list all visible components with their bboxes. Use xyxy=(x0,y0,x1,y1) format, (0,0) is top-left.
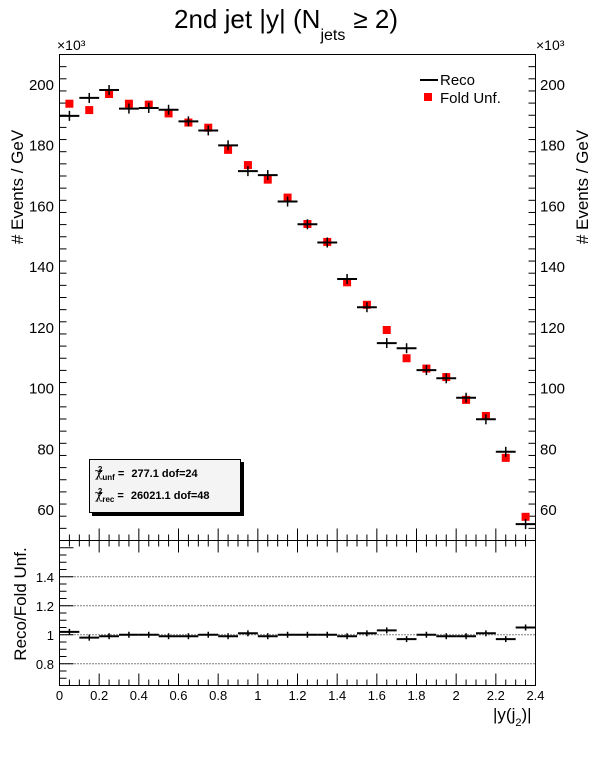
ratio-y-tick-label: 1.4 xyxy=(36,570,54,585)
chi-rec-value: 26021.1 dof=48 xyxy=(130,490,210,502)
x-tick-label: 2.2 xyxy=(487,688,505,703)
y-tick-label-left: 120 xyxy=(29,320,54,337)
chi-symbol: χ xyxy=(95,488,103,503)
axis-ticks xyxy=(59,54,536,686)
y-tick-label-right: 60 xyxy=(540,502,557,519)
fold-unf-point xyxy=(243,161,252,170)
y-axis-label-right: # Events / GeV xyxy=(573,129,592,244)
y-tick-label-left: 200 xyxy=(29,77,54,94)
data-marks xyxy=(59,85,536,643)
chi-rec-line: χ2rec = 26021.1 dof=48 xyxy=(95,487,210,504)
fold-unf-point xyxy=(85,106,94,115)
legend-reco-label: Reco xyxy=(440,72,475,89)
fold-unf-point xyxy=(65,99,74,108)
x-tick-label: 2 xyxy=(453,688,460,703)
y-tick-label-left: 80 xyxy=(37,441,54,458)
x-tick-label: 0.4 xyxy=(130,688,148,703)
chi-unf-line: χ2unf = 277.1 dof=24 xyxy=(95,465,198,482)
y-axis-label-left: # Events / GeV xyxy=(8,129,27,244)
legend: Reco Fold Unf. xyxy=(420,72,501,107)
x-tick-label: 0 xyxy=(56,688,63,703)
fold-unf-point xyxy=(402,354,411,363)
chi-symbol: χ xyxy=(95,466,103,481)
chi-unf-value: 277.1 dof=24 xyxy=(131,468,198,480)
y-tick-label-right: 140 xyxy=(540,259,565,276)
y-tick-label-left: 60 xyxy=(37,502,54,519)
ratio-y-axis-label: Reco/Fold Unf. xyxy=(11,547,30,660)
chi-superscript: 2 xyxy=(97,487,103,496)
y-tick-label-right: 180 xyxy=(540,138,565,155)
chi-rec-subscript: rec xyxy=(102,495,115,504)
x-tick-label: 1.4 xyxy=(328,688,346,703)
x-tick-label: 2.4 xyxy=(526,688,544,703)
ratio-gridlines xyxy=(59,576,536,665)
tick-labels: 0 0.2 0.4 0.6 0.8 1 1.2 1.4 1.6 1.8 2 2.2 2.4 60 60 80 8… xyxy=(29,77,565,703)
x-tick-label: 1.8 xyxy=(407,688,425,703)
y-tick-label-right: 200 xyxy=(540,77,565,94)
y-tick-label-left: 100 xyxy=(29,381,54,398)
ratio-y-tick-label: 1 xyxy=(47,628,54,643)
y-tick-label-right: 100 xyxy=(540,381,565,398)
legend-fold-label: Fold Unf. xyxy=(440,90,501,107)
y-multiplier-right: ×10³ xyxy=(536,37,565,53)
x-tick-label: 0.2 xyxy=(90,688,108,703)
y-tick-label-right: 80 xyxy=(540,441,557,458)
y-tick-label-right: 120 xyxy=(540,320,565,337)
chi-square-box: χ2unf = 277.1 dof=24 χ2rec = 26021.1 dof… xyxy=(89,459,241,513)
chi-superscript: 2 xyxy=(97,465,103,474)
ratio-y-tick-label: 0.8 xyxy=(36,657,54,672)
x-tick-label: 1.6 xyxy=(368,688,386,703)
y-tick-label-left: 160 xyxy=(29,198,54,215)
chi-unf-subscript: unf xyxy=(102,473,115,482)
ratio-y-tick-label: 1.2 xyxy=(36,599,54,614)
x-tick-label: 0.8 xyxy=(209,688,227,703)
x-axis-label: |y(j2)| xyxy=(493,705,532,729)
y-multiplier-left: ×10³ xyxy=(57,37,86,53)
chart-title: 2nd jet |y| (Njets≥ 2) xyxy=(174,4,398,44)
legend-fold-marker xyxy=(424,93,432,101)
x-tick-label: 1.2 xyxy=(288,688,306,703)
fold-unf-point xyxy=(501,453,510,462)
x-tick-label: 1 xyxy=(254,688,261,703)
fold-unf-point xyxy=(382,326,391,335)
y-tick-label-left: 140 xyxy=(29,259,54,276)
x-tick-label: 0.6 xyxy=(169,688,187,703)
y-tick-label-right: 160 xyxy=(540,198,565,215)
y-tick-label-left: 180 xyxy=(29,138,54,155)
fold-unf-point xyxy=(521,512,530,521)
